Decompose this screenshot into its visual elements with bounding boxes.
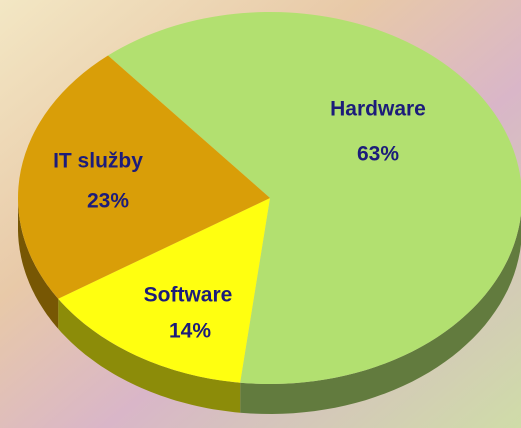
value-label: 23% xyxy=(87,190,129,213)
pie xyxy=(18,12,521,414)
slice-side xyxy=(58,298,241,413)
value-label: 63% xyxy=(357,143,399,166)
slice-label: IT služby xyxy=(53,150,143,173)
slice-side xyxy=(240,214,521,414)
slice xyxy=(108,12,521,384)
value-label: 14% xyxy=(169,320,211,343)
slice-label: Software xyxy=(144,284,233,307)
slice-side xyxy=(18,198,59,329)
slice-label: Hardware xyxy=(330,98,426,121)
slice xyxy=(18,55,270,299)
slice xyxy=(58,198,270,383)
